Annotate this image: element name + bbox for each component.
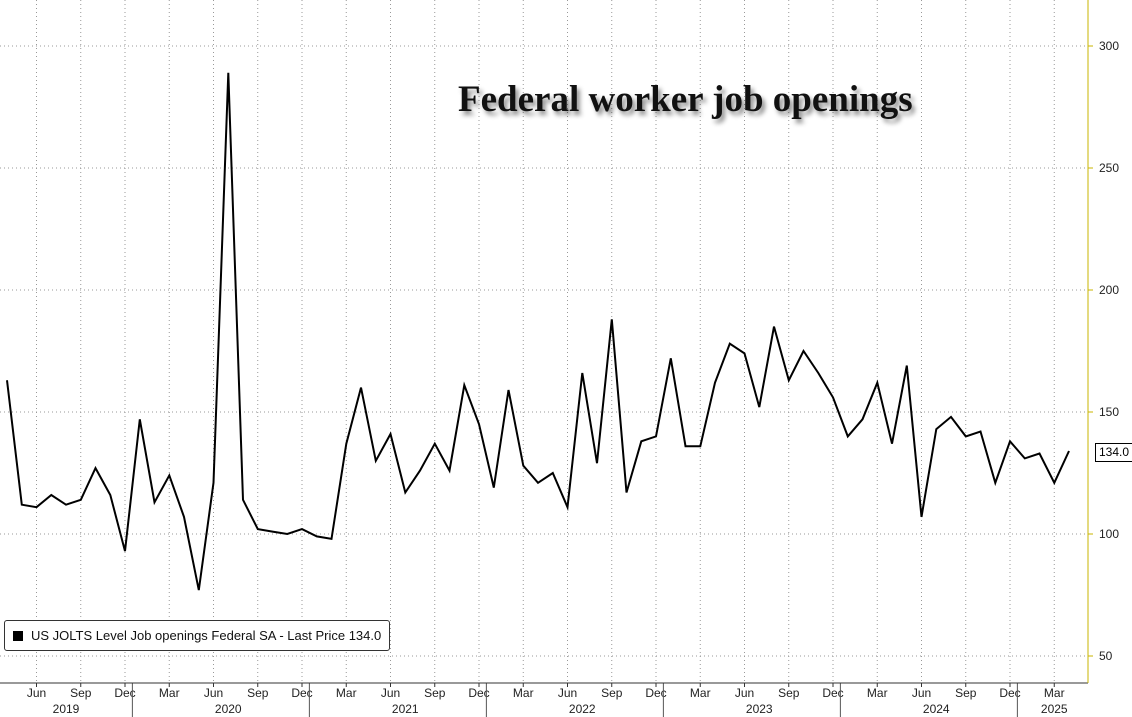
x-tick-label: Dec xyxy=(645,686,666,700)
x-axis: Jun Sep Dec Mar Jun Sep Dec Mar Jun Sep Dec Mar Jun S… xyxy=(0,682,1088,717)
x-tick-label: Jun xyxy=(204,686,223,700)
year-label: 2020 xyxy=(215,702,242,716)
x-tick-label: Jun xyxy=(27,686,46,700)
x-tick-label: Sep xyxy=(601,686,623,700)
y-tick-label: 250 xyxy=(1099,161,1119,175)
legend-swatch xyxy=(13,630,23,641)
x-tick-label: Dec xyxy=(114,686,135,700)
x-tick-label: Sep xyxy=(778,686,800,700)
x-tick-label: Dec xyxy=(468,686,489,700)
year-label: 2025 xyxy=(1041,702,1068,716)
x-tick-label: Mar xyxy=(867,686,888,700)
x-tick-label: Mar xyxy=(690,686,711,700)
series-layer xyxy=(6,72,1070,591)
year-label: 2024 xyxy=(923,702,950,716)
year-label: 2023 xyxy=(746,702,773,716)
y-tick-label: 200 xyxy=(1099,283,1119,297)
year-label: 2019 xyxy=(53,702,80,716)
y-tick-label: 50 xyxy=(1099,649,1113,663)
x-tick-label: Sep xyxy=(247,686,269,700)
x-tick-label: Sep xyxy=(70,686,92,700)
x-tick-label: Jun xyxy=(912,686,931,700)
y-tick-label: 300 xyxy=(1099,39,1119,53)
y-tick-label: 150 xyxy=(1099,405,1119,419)
legend-label: US JOLTS Level Job openings Federal SA -… xyxy=(31,628,382,643)
x-tick-label: Mar xyxy=(336,686,357,700)
last-price-badge: 134.0 xyxy=(1095,443,1132,462)
x-tick-label: Mar xyxy=(513,686,534,700)
x-tick-label: Mar xyxy=(159,686,180,700)
x-tick-label: Dec xyxy=(291,686,312,700)
x-tick-label: Jun xyxy=(735,686,754,700)
gridlines xyxy=(0,0,1088,683)
y-axis: 50 100 150 200 250 300 xyxy=(1087,0,1119,683)
chart-title: Federal worker job openings xyxy=(458,79,913,120)
series-line xyxy=(6,72,1070,591)
legend: US JOLTS Level Job openings Federal SA -… xyxy=(4,620,391,651)
y-tick-label: 100 xyxy=(1099,527,1119,541)
x-tick-label: Jun xyxy=(381,686,400,700)
x-tick-label: Jun xyxy=(558,686,577,700)
x-tick-label: Dec xyxy=(999,686,1020,700)
x-tick-label: Mar xyxy=(1044,686,1065,700)
year-label: 2022 xyxy=(569,702,596,716)
x-tick-label: Dec xyxy=(822,686,843,700)
x-tick-label: Sep xyxy=(955,686,977,700)
x-tick-label: Sep xyxy=(424,686,446,700)
year-label: 2021 xyxy=(392,702,419,716)
